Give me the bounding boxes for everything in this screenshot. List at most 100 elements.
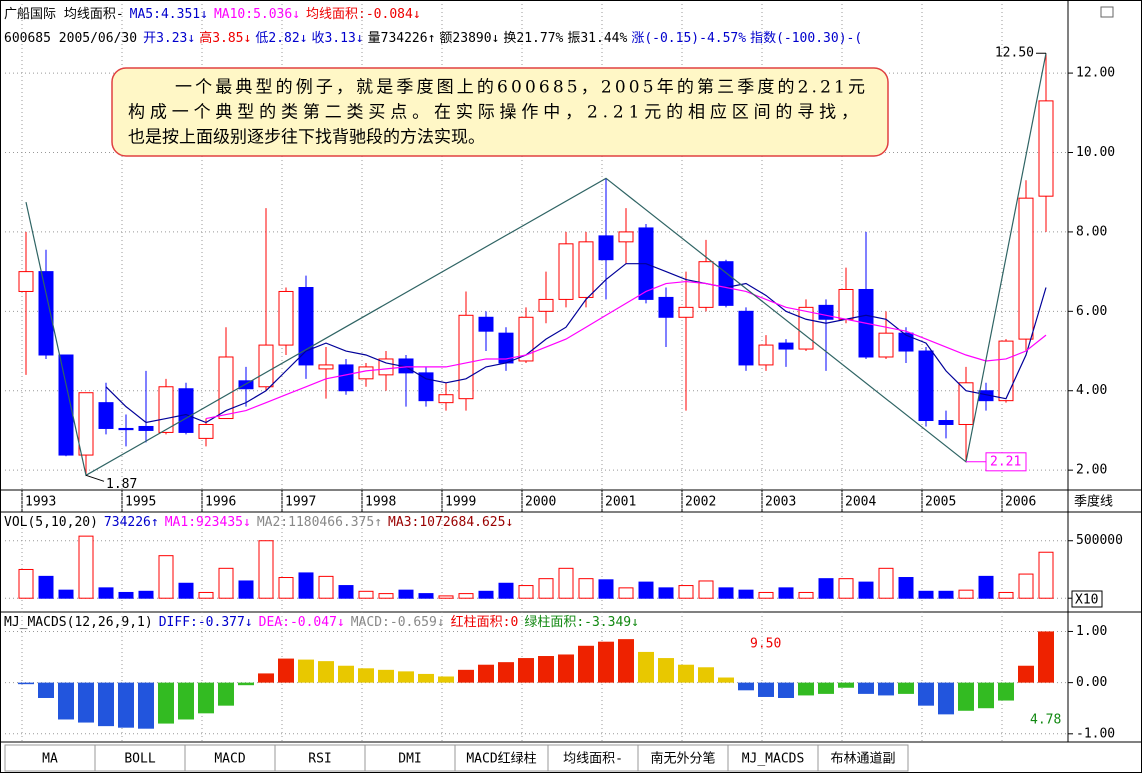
low: 低2.82↓ (255, 31, 307, 46)
volume-bar (618, 587, 634, 599)
volume-bar (738, 589, 754, 599)
macd-bar (998, 682, 1014, 701)
candle-body (458, 314, 474, 400)
macd-header: MJ_MACDS(12,26,9,1) DIFF:-0.377↓ DEA:-0.04… (4, 614, 639, 630)
macd-header-item: DIFF:-0.377↓ (159, 615, 253, 630)
candle-body (898, 332, 914, 352)
candle-body (938, 420, 954, 425)
tab[interactable] (454, 744, 549, 772)
volume-bar (138, 590, 154, 599)
candle-body (258, 344, 274, 388)
candle-body (338, 364, 354, 392)
tab[interactable] (727, 744, 819, 772)
macd-bar (918, 682, 934, 706)
macd-header-item: MACD:-0.659↓ (351, 615, 445, 630)
label-leader (85, 474, 105, 482)
x-tick-label: 1993 (25, 495, 56, 510)
macd-bar (698, 667, 714, 683)
ma10: MA10:5.036↓ (214, 7, 300, 22)
candle-body (618, 231, 634, 243)
candle-body (658, 296, 674, 318)
candle-body (738, 310, 754, 366)
tab[interactable] (184, 744, 276, 772)
candle-body (838, 288, 854, 320)
label-box (985, 452, 1027, 472)
macd-bar (178, 682, 194, 720)
volume-bar (498, 582, 514, 599)
volume-bar (538, 578, 554, 599)
tab[interactable] (94, 744, 186, 772)
volume-bar (258, 540, 274, 599)
change: 涨(-0.15)-4.57% (631, 31, 746, 46)
volume-bar (658, 587, 674, 599)
vol-header-item: 734226↑ (104, 515, 159, 530)
macd-bar (338, 665, 354, 683)
macd-bar (78, 682, 94, 723)
x-tick-label: 1998 (365, 495, 396, 510)
candle-body (218, 356, 234, 420)
volume-bar (918, 590, 934, 599)
candle-body (798, 306, 814, 350)
macd-bar (418, 673, 434, 683)
area: 均线面积:-0.084↓ (306, 7, 421, 22)
note-line: 构成一个典型的类第二类买点。在实际操作中，2.21元的相应区间的寻找， (128, 103, 858, 123)
macd-bar (558, 654, 574, 683)
tab[interactable] (547, 744, 639, 772)
candle-body (278, 290, 294, 346)
x-tick-label: 2005 (925, 495, 956, 510)
candle-body (1038, 100, 1054, 197)
tab-label[interactable]: MACD (214, 752, 245, 767)
volume-bar (118, 591, 134, 599)
volume-bar (338, 585, 354, 599)
header-line2: 600685 2005/06/30 开3.23↓ 高3.85↓ 低2.82↓ 收3.13… (4, 30, 862, 46)
tab-label[interactable]: MJ_MACDS (742, 752, 805, 767)
macd-bar (838, 682, 854, 688)
volume: 量734226↑ (368, 31, 436, 46)
vol-header-item: VOL(5,10,20) (4, 515, 98, 530)
volume-bar (98, 587, 114, 599)
tab[interactable] (817, 744, 909, 772)
tab[interactable] (274, 744, 366, 772)
candle-body (718, 261, 734, 306)
tab-label[interactable]: MACD红绿柱 (466, 751, 536, 767)
x-tick-label: 2002 (685, 495, 716, 510)
ma5: MA5:4.351↓ (130, 7, 208, 22)
zigzag-line (25, 53, 1047, 477)
tab-label[interactable]: 均线面积- (563, 752, 623, 767)
volume-bar (58, 589, 74, 599)
tab-label[interactable]: DMI (398, 752, 421, 767)
candle-body (558, 243, 574, 300)
macd-header-item: 红柱面积:0 (451, 614, 519, 630)
candle-body (678, 306, 694, 318)
volume-bar (318, 575, 334, 599)
tab-label[interactable]: 南无外分笔 (650, 751, 715, 767)
macd-bar (378, 669, 394, 683)
window-icon[interactable] (1100, 6, 1114, 18)
tab-label[interactable]: RSI (308, 752, 331, 767)
turnover: 换21.77% (503, 31, 563, 46)
candle-body (358, 366, 374, 380)
volume-bar (798, 591, 814, 599)
macd-bar (158, 682, 174, 724)
value-label: 12.50 (995, 46, 1034, 61)
volume-bar (898, 577, 914, 599)
y-tick-label: 8.00 (1076, 224, 1107, 239)
tab-label[interactable]: BOLL (124, 752, 155, 767)
y-tick-label: 10.00 (1076, 145, 1115, 160)
macd-bar (538, 656, 554, 683)
macd-annotation: 4.78 (1030, 713, 1061, 728)
volume-bar (458, 593, 474, 599)
macd-bar (198, 682, 214, 714)
macd-bar (18, 682, 34, 685)
macd-bar (818, 682, 834, 694)
tab[interactable] (364, 744, 456, 772)
volume-bar (698, 580, 714, 599)
volume-bar (78, 535, 94, 599)
macd-bar (958, 682, 974, 711)
tab-label[interactable]: 布林通道副 (830, 752, 895, 767)
y-tick-label: 500000 (1076, 533, 1123, 548)
tab[interactable] (637, 744, 729, 772)
macd-header-item: 绿柱面积:-3.349↓ (524, 615, 639, 630)
volume-bar (198, 591, 214, 599)
tab-label[interactable]: MA (42, 752, 58, 767)
